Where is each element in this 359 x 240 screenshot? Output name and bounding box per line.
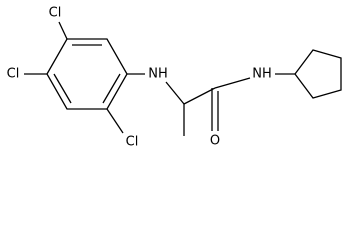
benzene-ring	[46, 38, 128, 110]
bond	[214, 77, 251, 89]
atom-label: Cl	[7, 67, 20, 82]
atom-label: Cl	[126, 135, 139, 150]
bond	[165, 81, 185, 105]
atom-label: O	[210, 134, 220, 149]
aromatic-double-bond	[102, 73, 121, 104]
aromatic-double-bond	[53, 73, 72, 104]
cyclopentane-ring	[294, 49, 342, 99]
molecule-diagram: Cl Cl Cl NH NH O	[7, 6, 342, 150]
bond	[106, 108, 124, 134]
bond	[58, 21, 68, 40]
bond	[183, 87, 216, 105]
atom-label: Cl	[49, 6, 62, 21]
atom-label: NH	[148, 67, 168, 82]
atom-label: NH	[252, 67, 272, 82]
